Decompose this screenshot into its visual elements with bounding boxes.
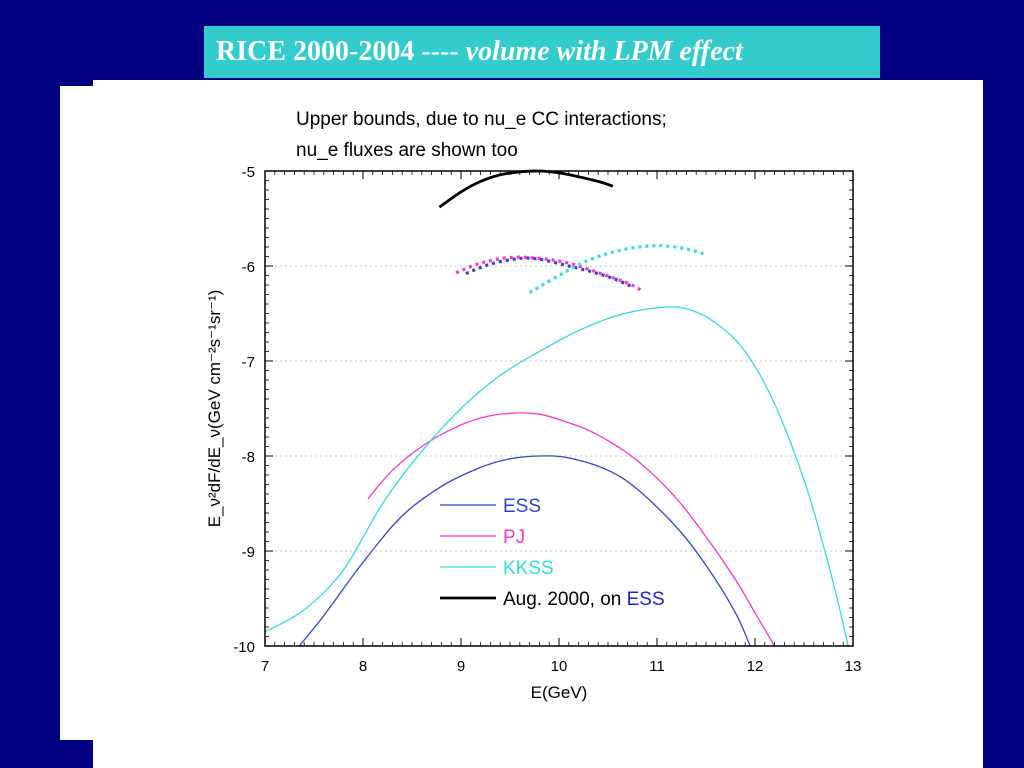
legend-label-text: ESS [503, 496, 541, 517]
y-tick-label: -5 [242, 164, 255, 181]
series-group [264, 169, 849, 647]
x-tick-label: 11 [649, 658, 665, 675]
chart-title-line-2: nu_e fluxes are shown too [296, 140, 518, 161]
series-line-kkss-bound [528, 244, 707, 294]
series-line-ess-bound [465, 256, 634, 289]
x-axis-label: E(GeV) [531, 683, 588, 702]
legend-label-3: KKSS [503, 558, 554, 579]
slide-title-main: RICE 2000-2004 [216, 36, 415, 67]
legend-label-text: KKSS [503, 558, 554, 579]
legend-label-text: PJ [503, 527, 525, 548]
white-panel-left [60, 86, 94, 740]
legend-label-4: Aug. 2000, on ESS [503, 589, 665, 610]
slide-title: RICE 2000-2004 ---- volume with LPM effe… [204, 26, 880, 78]
y-tick-label: -8 [242, 449, 255, 466]
gridlines [265, 265, 853, 552]
legend-label-1: ESS [503, 496, 541, 517]
x-tick-label: 10 [551, 658, 568, 675]
series-line-aug-2000-on-ess [438, 169, 614, 209]
legend: ESS PJ KKSS Aug. 2000, on ESS [440, 496, 665, 610]
y-tick-label: -10 [233, 639, 255, 656]
legend-label-suffix: ESS [627, 589, 665, 610]
x-tick-label: 13 [845, 658, 862, 675]
series-line-kkss [264, 306, 849, 647]
legend-label-2: PJ [503, 527, 525, 548]
slide-title-dashes: ---- [414, 36, 466, 67]
chart-title-line-1: Upper bounds, due to nu_e CC interaction… [296, 109, 667, 130]
x-tick-label: 12 [747, 658, 764, 675]
legend-label-text: Aug. 2000, on [503, 589, 627, 610]
y-tick-label: -6 [242, 259, 255, 276]
x-tick-label: 7 [261, 658, 269, 675]
x-tick-label: 9 [457, 658, 465, 675]
slide-title-subtitle: volume with LPM effect [465, 36, 743, 67]
axis-ticks [264, 170, 854, 647]
series-line-pj [367, 412, 776, 647]
y-tick-label: -9 [242, 544, 255, 561]
white-panel-main [93, 80, 983, 768]
x-tick-label: 8 [359, 658, 367, 675]
series-line-ess [298, 455, 751, 647]
y-axis-label: E_ν²dF/dE_ν(GeV cm⁻²s⁻¹sr⁻¹) [205, 290, 224, 528]
axis-labels: Upper bounds, due to nu_e CC interaction… [205, 109, 861, 702]
y-tick-label: -7 [242, 354, 255, 371]
series-line-pj-bound [455, 255, 644, 293]
